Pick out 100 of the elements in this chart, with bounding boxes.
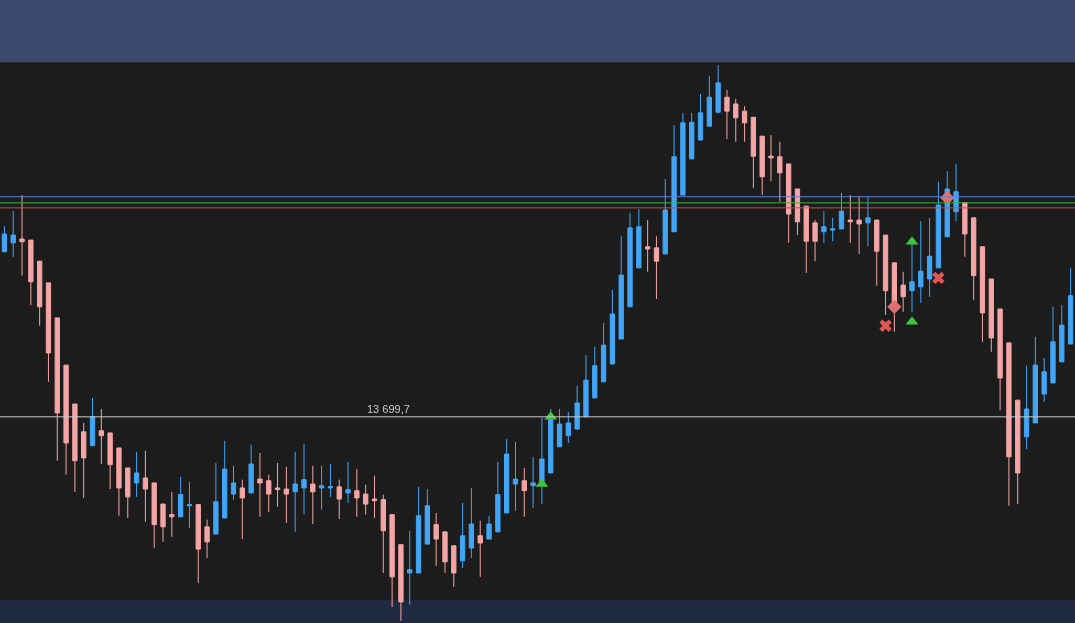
candlestick: [72, 403, 78, 493]
candlestick: [759, 135, 765, 196]
candlestick: [733, 98, 739, 143]
candlestick: [310, 465, 316, 525]
candlestick: [398, 544, 404, 622]
candlestick: [821, 210, 827, 244]
candlestick: [125, 467, 131, 519]
point: [887, 299, 902, 314]
point: [879, 319, 892, 332]
candlestick: [530, 456, 536, 509]
candlestick: [151, 482, 157, 549]
candlestick: [644, 219, 651, 273]
candlestick: [865, 196, 871, 247]
candlestick: [142, 450, 149, 523]
candlestick: [468, 487, 475, 559]
candlestick: [433, 512, 439, 567]
candlestick: [697, 93, 704, 141]
candlestick: [671, 124, 677, 233]
candlestick: [997, 308, 1003, 411]
candlestick: [636, 208, 642, 269]
candlestick: [133, 451, 140, 498]
candlestick: [54, 317, 60, 462]
candlestick: [19, 194, 25, 277]
candlestick: [177, 476, 184, 518]
candlestick: [98, 408, 104, 465]
candlestick: [548, 408, 554, 474]
candlestick: [662, 178, 668, 255]
candlestick: [327, 463, 334, 498]
candlestick: [583, 354, 589, 418]
candlestick: [336, 479, 342, 520]
candlestick: [1050, 306, 1056, 384]
candlestick: [680, 112, 686, 196]
candlestick: [407, 530, 413, 606]
candlestick: [222, 440, 228, 519]
candlestick: [627, 212, 633, 308]
candlestick: [777, 141, 783, 203]
candlestick: [689, 112, 695, 160]
candlestick: [856, 196, 862, 255]
candlestick: [283, 466, 290, 524]
candlestick: [706, 75, 712, 127]
candlestick: [874, 219, 880, 287]
candlestick: [239, 479, 245, 540]
candlestick: [768, 134, 774, 182]
candlestick: [565, 411, 571, 444]
candlestick: [486, 515, 492, 540]
candlestick: [935, 181, 942, 269]
candlestick: [495, 461, 501, 533]
candlestick: [715, 64, 721, 113]
candlestick: [371, 475, 378, 519]
candlestick: [803, 205, 809, 274]
candlestick: [504, 438, 510, 514]
candlestick: [459, 502, 466, 569]
candlestick: [1067, 267, 1074, 345]
candlestick: [380, 494, 386, 574]
candlestick: [318, 465, 325, 511]
candlestick: [962, 202, 968, 258]
candlestick: [979, 246, 986, 343]
candlestick: [451, 545, 457, 588]
candlestick: [592, 346, 598, 399]
candlestick: [574, 385, 580, 430]
candlestick: [1059, 304, 1065, 363]
candlestick: [248, 444, 254, 494]
annotation: 13 699,7: [367, 403, 410, 415]
candlestick: [785, 163, 792, 244]
candlestick: [389, 514, 395, 608]
candlestick: [918, 220, 924, 304]
candlestick: [274, 462, 281, 508]
candlestick: [89, 397, 96, 447]
candlestick: [830, 217, 836, 242]
candlestick: [512, 441, 519, 512]
candlestick: [653, 235, 660, 300]
candlestick: [521, 467, 527, 518]
candlestick: [909, 242, 915, 313]
candlestick: [230, 465, 237, 501]
candlestick: [424, 488, 431, 545]
candlestick: [556, 408, 563, 448]
candlestick: [838, 192, 845, 230]
candlestick: [750, 116, 757, 189]
candlestick: [724, 89, 730, 140]
candlestick: [988, 278, 994, 353]
candlestick: [1015, 399, 1021, 505]
candlestick: [609, 289, 616, 365]
candlestick: [213, 462, 219, 535]
candlestick: [600, 322, 607, 383]
candlestick: [116, 447, 122, 517]
candlestick: [257, 452, 263, 518]
candlestick: [160, 503, 166, 543]
candlestick: [363, 484, 369, 516]
candlestick: [45, 282, 52, 383]
candlestick: [107, 432, 113, 490]
candlestick: [618, 235, 624, 340]
candlestick: [63, 364, 69, 476]
candlestick: [266, 474, 272, 513]
candlestick: [812, 219, 818, 262]
candlestick: [10, 210, 16, 258]
candlestick: [1, 225, 8, 253]
candlestick: [1041, 357, 1047, 403]
candlestick: [971, 217, 977, 301]
candlestick: [81, 422, 87, 499]
candlestick: [292, 451, 298, 533]
